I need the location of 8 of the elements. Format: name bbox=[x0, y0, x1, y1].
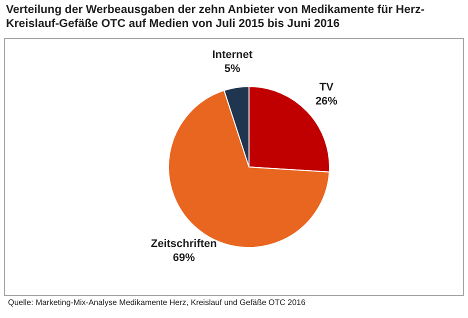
slice-label: Zeitschriften bbox=[150, 238, 218, 250]
chart-title: Verteilung der Werbeausgaben der zehn Anbieter von Medikamente für Herz-Kreislauf-Gefäße OTC auf Medien von Juli 2015 bis Juni 2016 bbox=[6, 3, 426, 31]
data-label: 26% bbox=[315, 95, 338, 108]
slice-label: TV bbox=[319, 81, 334, 94]
slice-label: Internet bbox=[212, 49, 253, 62]
source-note: Quelle: Marketing-Mix-Analyse Medikamente Herz, Kreislauf und Gefäße OTC 2016 bbox=[8, 298, 306, 307]
data-label: 5% bbox=[224, 63, 241, 76]
data-label: 69% bbox=[172, 252, 196, 264]
